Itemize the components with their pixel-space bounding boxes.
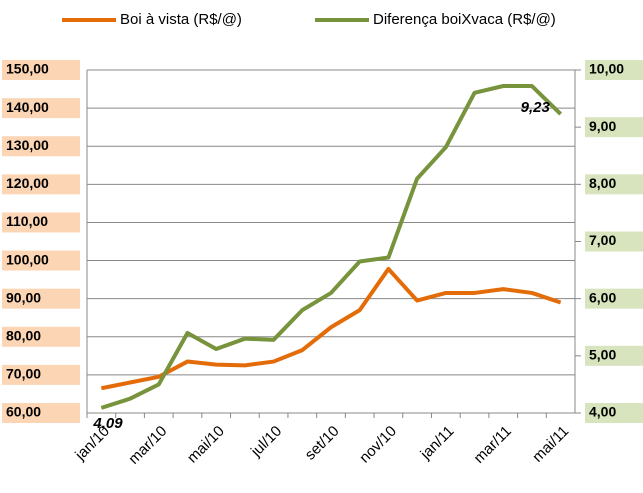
y2-tick-label: 10,00 — [589, 61, 624, 77]
data-label: 4,09 — [92, 415, 123, 432]
x-tick-label: jul/10 — [247, 423, 285, 461]
x-tick-label: mar/10 — [125, 423, 170, 468]
tick-bg — [2, 136, 80, 157]
tick-bg — [2, 60, 80, 80]
data-label: 9,23 — [521, 99, 551, 116]
tick-bg — [585, 231, 643, 252]
tick-bg — [585, 117, 643, 138]
y2-tick-label: 8,00 — [589, 175, 616, 191]
legend-label: Diferença boiXvaca (R$/@) — [373, 11, 556, 28]
y-tick-label: 80,00 — [6, 327, 41, 343]
y2-tick-label: 5,00 — [589, 347, 616, 363]
series-line — [100, 84, 563, 410]
y-tick-label: 60,00 — [6, 404, 41, 420]
series-line — [100, 266, 562, 391]
tick-bg — [585, 345, 643, 366]
tick-bg — [2, 326, 80, 347]
tick-bg — [2, 98, 80, 119]
tick-bg — [585, 403, 643, 423]
tick-bg — [585, 288, 643, 309]
y-tick-label: 130,00 — [6, 137, 49, 153]
y2-tick-label: 9,00 — [589, 118, 616, 134]
y2-tick-label: 7,00 — [589, 232, 616, 248]
tick-bg — [2, 364, 80, 385]
y-tick-label: 150,00 — [6, 61, 49, 77]
tick-bg — [2, 212, 80, 233]
tick-bg — [2, 250, 80, 271]
y2-tick-label: 6,00 — [589, 289, 616, 305]
y-tick-label: 70,00 — [6, 366, 41, 382]
y2-tick-label: 4,00 — [589, 404, 616, 420]
y-tick-label: 90,00 — [6, 289, 41, 305]
y-tick-label: 110,00 — [6, 213, 48, 229]
y-tick-label: 120,00 — [6, 175, 49, 191]
tick-bg — [2, 288, 80, 309]
x-tick-label: mai/11 — [529, 423, 572, 466]
tick-bg — [585, 174, 643, 195]
x-tick-label: set/10 — [302, 423, 343, 464]
tick-bg — [585, 60, 643, 80]
x-tick-label: mar/11 — [471, 423, 515, 467]
x-tick-label: jan/11 — [417, 423, 458, 464]
y-tick-label: 140,00 — [6, 99, 49, 115]
x-tick-label: mai/10 — [184, 423, 228, 467]
x-tick-label: nov/10 — [356, 423, 400, 467]
tick-bg — [2, 403, 80, 423]
y-tick-label: 100,00 — [6, 251, 49, 267]
tick-bg — [2, 174, 80, 195]
legend-label: Boi à vista (R$/@) — [120, 11, 242, 28]
